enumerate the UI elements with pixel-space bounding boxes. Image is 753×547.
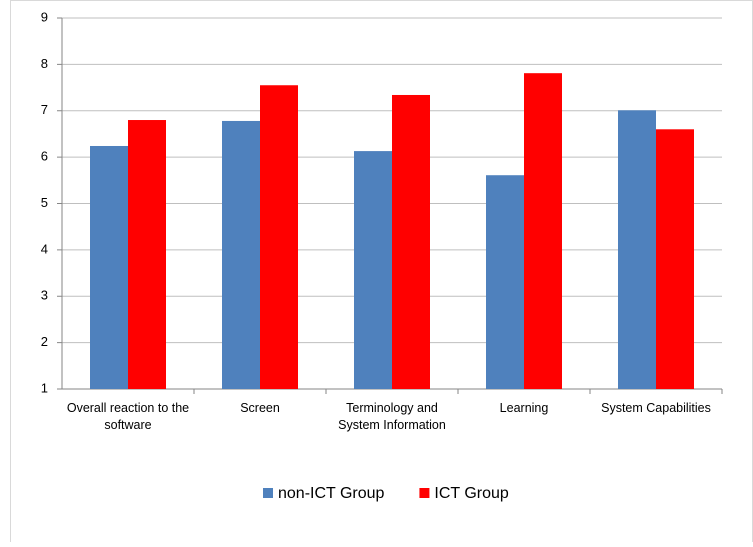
x-tick-label: Screen (240, 401, 280, 415)
bar (656, 129, 694, 390)
x-tick-label: System Capabilities (601, 401, 711, 415)
legend-swatch (263, 488, 273, 498)
y-tick-label: 1 (41, 380, 48, 395)
legend-label: non-ICT Group (278, 485, 385, 502)
legend-swatch (419, 488, 430, 498)
x-tick-label: Learning (499, 401, 549, 415)
y-tick-label: 6 (41, 149, 48, 164)
bar (486, 175, 524, 389)
y-tick-label: 2 (41, 334, 48, 349)
bar (90, 145, 128, 389)
bar (524, 73, 562, 389)
y-tick-label: 4 (41, 241, 48, 256)
bar (354, 151, 392, 389)
y-tick-label: 3 (41, 288, 48, 303)
y-tick-label: 7 (41, 102, 48, 117)
y-tick-label: 8 (41, 56, 48, 71)
bar (222, 120, 260, 389)
legend-label: ICT Group (434, 485, 509, 502)
y-tick-label: 5 (41, 195, 48, 210)
bar (618, 110, 656, 389)
x-tick-label: Terminology and System Information (338, 401, 446, 432)
x-tick-label: Overall reaction to the software (66, 401, 190, 432)
bar (260, 85, 298, 390)
bar (392, 94, 430, 390)
bar (128, 120, 166, 390)
y-tick-label: 9 (41, 9, 48, 24)
